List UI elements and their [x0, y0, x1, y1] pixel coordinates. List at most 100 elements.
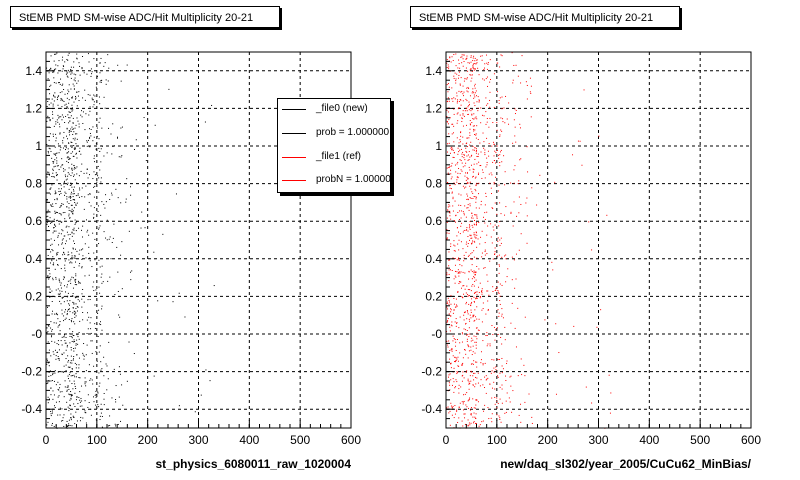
- scatter-point: [472, 316, 474, 318]
- scatter-point: [85, 354, 87, 356]
- scatter-point: [494, 253, 496, 255]
- scatter-point: [71, 368, 73, 370]
- scatter-point: [450, 303, 452, 305]
- scatter-point: [90, 340, 92, 342]
- scatter-point: [486, 378, 488, 380]
- scatter-point: [448, 273, 450, 275]
- scatter-point: [71, 208, 73, 210]
- scatter-point: [50, 321, 52, 323]
- scatter-point: [70, 397, 72, 399]
- scatter-point: [71, 172, 73, 174]
- scatter-point: [485, 196, 487, 198]
- scatter-point: [69, 233, 71, 235]
- scatter-point: [53, 425, 55, 427]
- scatter-point: [472, 416, 474, 418]
- scatter-point: [68, 157, 70, 159]
- scatter-point: [481, 256, 483, 258]
- scatter-point: [448, 382, 450, 384]
- scatter-point: [93, 281, 95, 283]
- scatter-point: [501, 372, 503, 374]
- scatter-point: [455, 298, 457, 300]
- scatter-point: [53, 353, 55, 355]
- scatter-point: [468, 318, 470, 320]
- scatter-point: [494, 289, 496, 291]
- scatter-point: [130, 194, 132, 196]
- scatter-point: [493, 359, 495, 361]
- scatter-point: [50, 415, 52, 417]
- scatter-point: [71, 255, 73, 257]
- scatter-point: [476, 101, 478, 103]
- scatter-point: [69, 238, 71, 240]
- scatter-point: [493, 181, 495, 183]
- scatter-point: [102, 281, 104, 283]
- scatter-point: [63, 88, 65, 90]
- scatter-point: [459, 210, 461, 212]
- scatter-point: [209, 380, 211, 382]
- scatter-point: [491, 413, 493, 415]
- scatter-point: [61, 336, 63, 338]
- scatter-point: [469, 169, 471, 171]
- scatter-point: [68, 423, 70, 425]
- scatter-point: [88, 139, 90, 141]
- scatter-point: [469, 185, 471, 187]
- scatter-point: [446, 407, 448, 409]
- scatter-point: [100, 181, 102, 183]
- scatter-point: [472, 363, 474, 365]
- scatter-point: [450, 61, 452, 63]
- scatter-point: [68, 213, 70, 215]
- scatter-point: [471, 122, 473, 124]
- scatter-point: [454, 361, 456, 363]
- scatter-point: [469, 221, 471, 223]
- scatter-point: [497, 358, 499, 360]
- scatter-point: [69, 217, 71, 219]
- scatter-point: [468, 399, 470, 401]
- scatter-point: [54, 92, 56, 94]
- scatter-point: [75, 124, 77, 126]
- scatter-point: [58, 191, 60, 193]
- scatter-point: [457, 365, 459, 367]
- scatter-point: [86, 140, 88, 142]
- scatter-point: [520, 358, 522, 360]
- scatter-point: [53, 125, 55, 127]
- scatter-point: [452, 355, 454, 357]
- scatter-point: [66, 196, 68, 198]
- scatter-point: [505, 411, 507, 413]
- scatter-point: [609, 412, 611, 414]
- scatter-point: [82, 97, 84, 99]
- scatter-point: [463, 314, 465, 316]
- scatter-point: [105, 201, 107, 203]
- scatter-point: [61, 158, 63, 160]
- scatter-point: [59, 391, 61, 393]
- scatter-point: [92, 383, 94, 385]
- scatter-point: [470, 253, 472, 255]
- scatter-point: [51, 249, 53, 251]
- scatter-point: [468, 388, 470, 390]
- scatter-point: [448, 412, 450, 414]
- scatter-point: [476, 291, 478, 293]
- scatter-point: [447, 344, 449, 346]
- scatter-point: [475, 341, 477, 343]
- scatter-point: [458, 167, 460, 169]
- scatter-point: [70, 152, 72, 154]
- scatter-point: [469, 424, 471, 426]
- scatter-point: [455, 357, 457, 359]
- scatter-point: [77, 343, 79, 345]
- scatter-point: [91, 73, 93, 75]
- scatter-point: [59, 149, 61, 151]
- scatter-point: [73, 310, 75, 312]
- scatter-point: [67, 406, 69, 408]
- scatter-point: [75, 98, 77, 100]
- scatter-point: [83, 172, 85, 174]
- scatter-point: [93, 155, 95, 157]
- scatter-point: [463, 91, 465, 93]
- scatter-point: [453, 391, 455, 393]
- scatter-point: [68, 374, 70, 376]
- scatter-point: [64, 104, 66, 106]
- scatter-point: [513, 169, 515, 171]
- scatter-point: [446, 237, 448, 239]
- x-tick-label: 0: [43, 433, 50, 447]
- scatter-point: [474, 188, 476, 190]
- scatter-point: [473, 296, 475, 298]
- scatter-point: [58, 344, 60, 346]
- scatter-point: [468, 383, 470, 385]
